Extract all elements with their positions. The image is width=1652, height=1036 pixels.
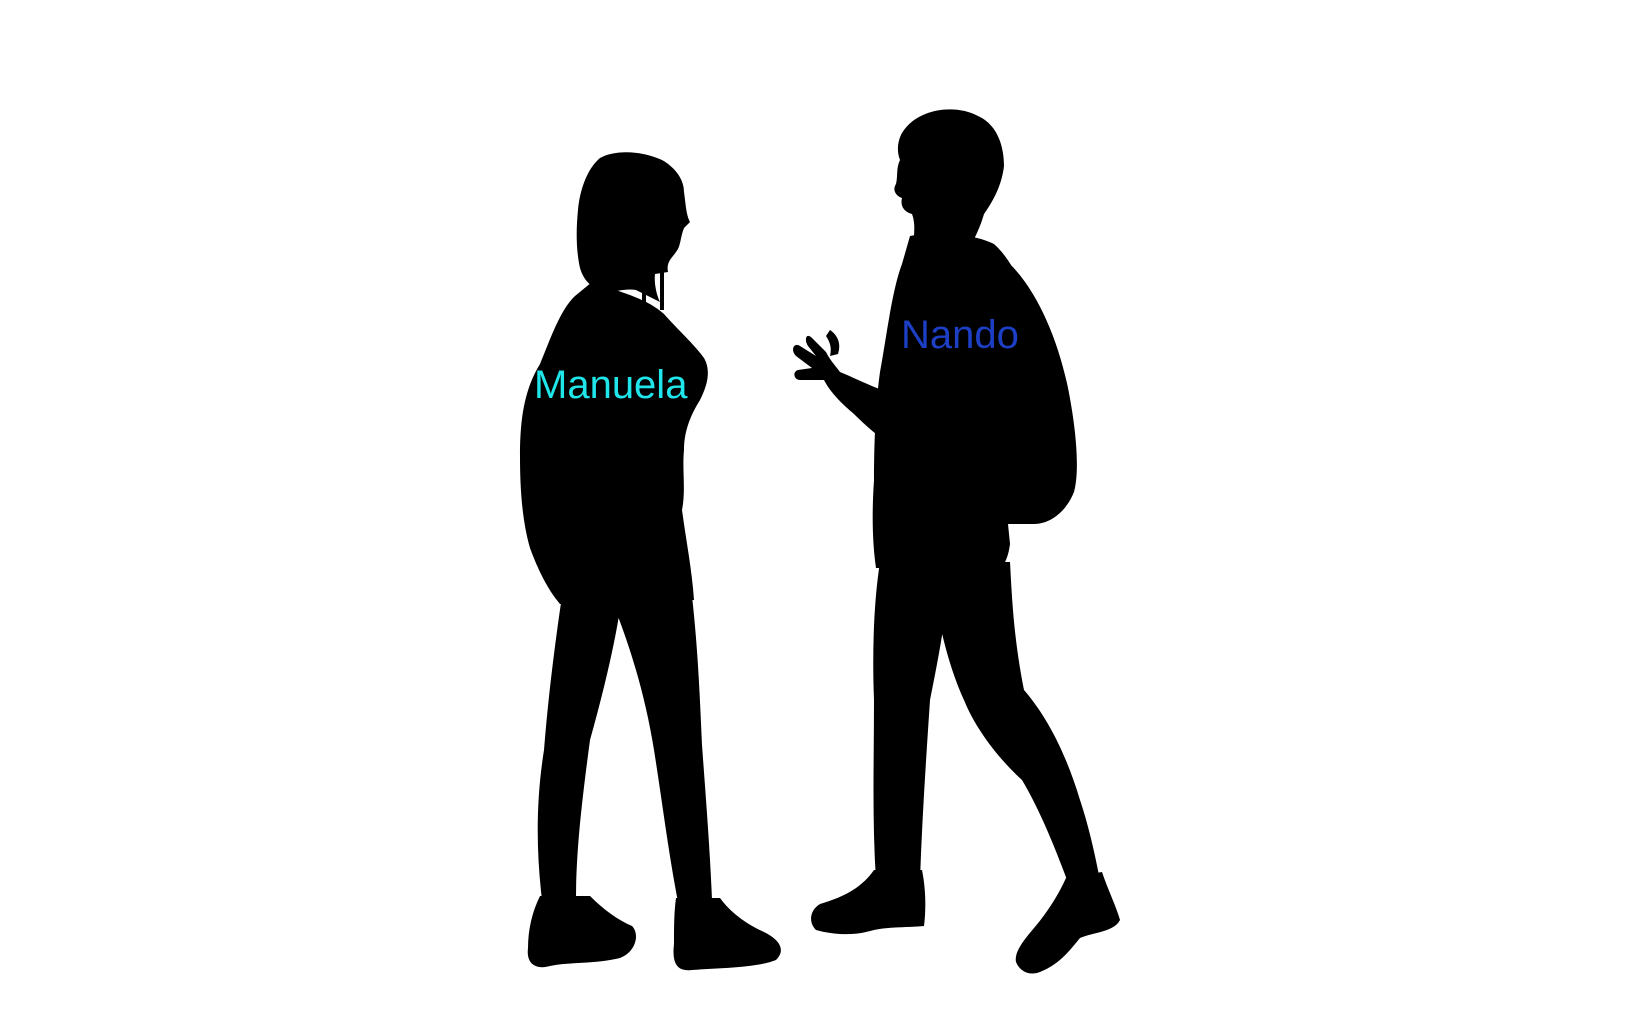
man-torso: [872, 233, 1046, 570]
woman-drawstring: [642, 272, 646, 316]
man-leg-front: [930, 562, 1100, 888]
woman-head: [576, 152, 690, 302]
woman-silhouette: [520, 152, 781, 971]
man-leg-back: [873, 562, 950, 880]
person-label-nando: Nando: [901, 313, 1019, 357]
man-head: [894, 109, 1004, 250]
woman-shoe-right: [673, 898, 781, 971]
man-silhouette: [793, 109, 1120, 974]
man-hand: [826, 330, 840, 356]
man-arm: [793, 335, 884, 440]
backpack: [1006, 264, 1077, 524]
woman-drawstring: [660, 270, 664, 310]
woman-leg-back: [537, 596, 622, 900]
person-label-manuela: Manuela: [534, 363, 688, 407]
woman-leg-front: [610, 596, 712, 902]
woman-torso: [520, 282, 708, 604]
man-shoe-right: [1015, 872, 1120, 974]
man-shoe-left: [811, 870, 926, 935]
woman-shoe-left: [527, 896, 636, 968]
